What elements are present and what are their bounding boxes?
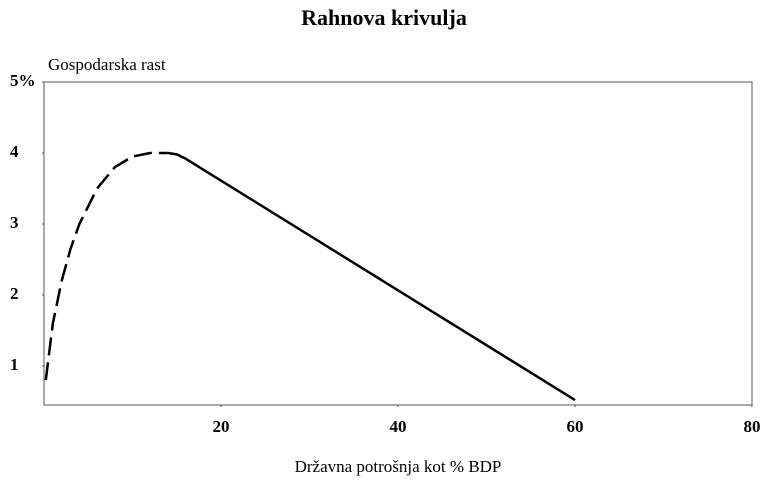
y-tick-label: 2 (10, 284, 19, 303)
chart-title: Rahnova krivulja (301, 5, 467, 30)
x-tick-label: 40 (390, 417, 407, 436)
plot-frame (43, 81, 753, 406)
y-axis-label: Gospodarska rast (48, 55, 166, 74)
line-series (167, 151, 576, 402)
x-tick-label: 20 (213, 417, 230, 436)
y-tick-label: 4 (10, 142, 19, 161)
y-tick-label: 5% (10, 71, 36, 90)
x-axis-label: Državna potrošnja kot % BDP (295, 457, 502, 476)
x-tick-label: 80 (744, 417, 761, 436)
line-series (44, 151, 168, 381)
x-tick-label: 60 (567, 417, 584, 436)
y-tick-label: 1 (10, 355, 19, 374)
y-tick-label: 3 (10, 213, 19, 232)
